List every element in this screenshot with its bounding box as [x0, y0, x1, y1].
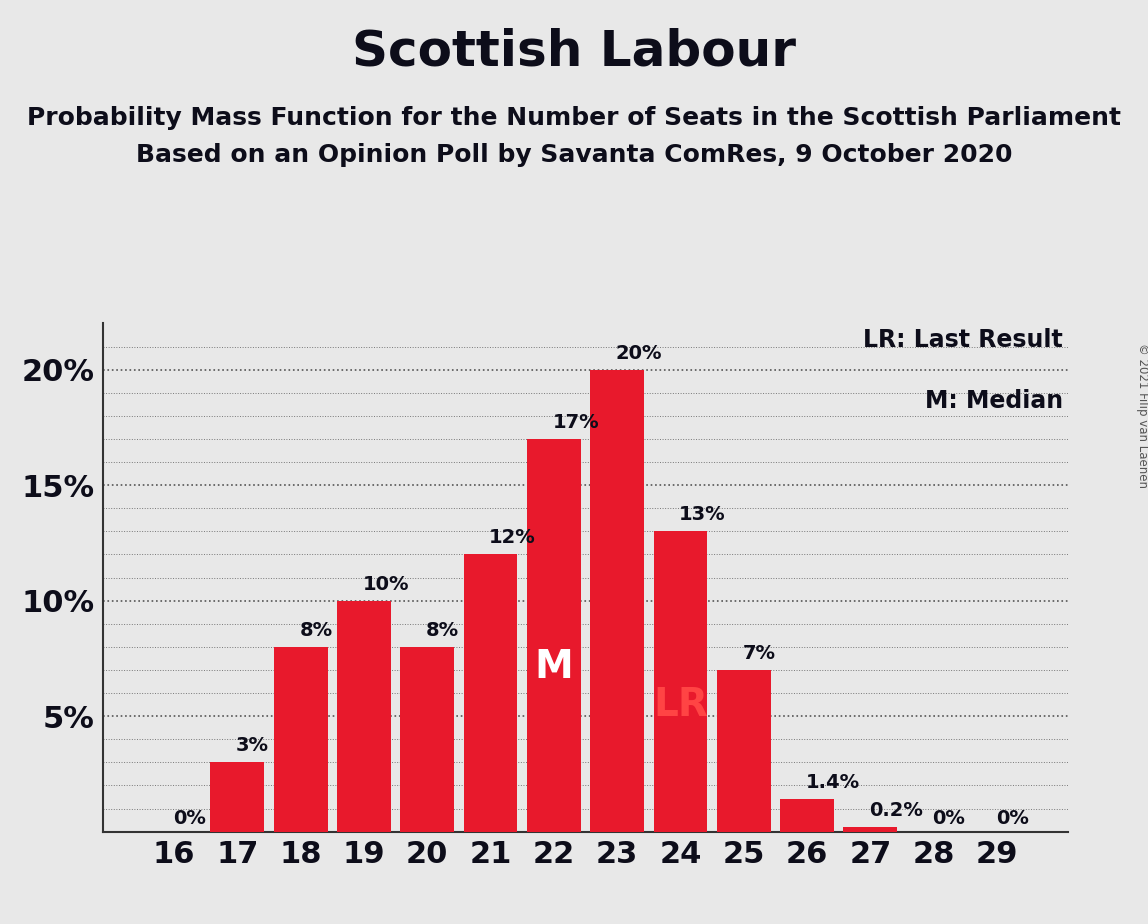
Bar — [210, 762, 264, 832]
Text: 10%: 10% — [363, 575, 409, 593]
Text: 0.2%: 0.2% — [869, 801, 923, 821]
Text: M: Median: M: Median — [924, 390, 1063, 413]
Text: 17%: 17% — [552, 413, 599, 432]
Text: 8%: 8% — [300, 621, 333, 639]
Text: LR: Last Result: LR: Last Result — [863, 328, 1063, 352]
Text: 0%: 0% — [932, 809, 965, 828]
Text: Based on an Opinion Poll by Savanta ComRes, 9 October 2020: Based on an Opinion Poll by Savanta ComR… — [135, 143, 1013, 167]
Text: 8%: 8% — [426, 621, 459, 639]
Bar — [527, 439, 581, 832]
Bar — [781, 799, 833, 832]
Bar — [716, 670, 770, 832]
Bar — [401, 647, 455, 832]
Text: 13%: 13% — [680, 505, 726, 525]
Text: 7%: 7% — [743, 644, 775, 663]
Bar — [464, 554, 518, 832]
Text: 1.4%: 1.4% — [806, 773, 860, 792]
Text: M: M — [535, 648, 573, 686]
Bar — [273, 647, 327, 832]
Text: Scottish Labour: Scottish Labour — [352, 28, 796, 76]
Text: 0%: 0% — [995, 809, 1029, 828]
Text: 0%: 0% — [173, 809, 205, 828]
Bar — [844, 827, 898, 832]
Text: © 2021 Filip van Laenen: © 2021 Filip van Laenen — [1135, 344, 1148, 488]
Text: 3%: 3% — [236, 736, 269, 756]
Text: Probability Mass Function for the Number of Seats in the Scottish Parliament: Probability Mass Function for the Number… — [28, 106, 1120, 130]
Bar — [590, 370, 644, 832]
Text: 12%: 12% — [489, 529, 536, 547]
Bar — [338, 601, 390, 832]
Text: LR: LR — [653, 687, 708, 724]
Text: 20%: 20% — [615, 344, 662, 362]
Bar — [653, 531, 707, 832]
